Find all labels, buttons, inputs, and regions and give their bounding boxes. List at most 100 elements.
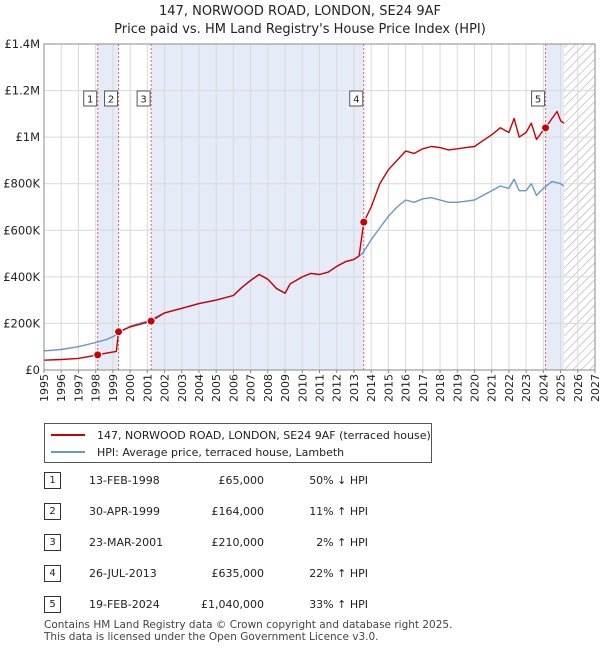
sale-label-number: 5 <box>535 95 541 106</box>
x-tick-label: 1999 <box>107 374 120 402</box>
x-tick-label: 2015 <box>382 374 395 402</box>
sale-point <box>93 350 103 360</box>
x-tick-label: 2021 <box>486 374 499 402</box>
x-tick-label: 2016 <box>400 374 413 402</box>
x-tick-label: 2006 <box>227 374 240 402</box>
row-hpi-relation: 2% ↑ HPI <box>316 536 368 549</box>
table-row: 4 26-JUL-2013 £635,000 22% ↑ HPI <box>44 565 564 583</box>
shaded-periods <box>97 44 595 370</box>
x-tick-label: 2004 <box>193 374 206 402</box>
x-tick-label: 2020 <box>468 374 481 402</box>
row-number-badge: 4 <box>44 565 61 582</box>
legend-entry-hpi: HPI: Average price, terraced house, Lamb… <box>45 444 344 460</box>
shaded-span <box>545 44 565 370</box>
row-date: 19-FEB-2024 <box>89 598 160 611</box>
shaded-span <box>151 44 364 370</box>
x-tick-label: 2011 <box>314 374 327 402</box>
y-tick-label: £0 <box>25 363 40 377</box>
y-tick-label: £1.2M <box>4 84 40 98</box>
table-row: 3 23-MAR-2001 £210,000 2% ↑ HPI <box>44 534 564 552</box>
legend-swatch-blue <box>51 451 85 453</box>
x-tick-label: 1996 <box>55 374 68 402</box>
sale-label-box <box>531 90 546 107</box>
row-number-badge: 1 <box>44 472 61 489</box>
sale-label-number: 2 <box>108 95 114 106</box>
y-tick-label: £1M <box>15 130 40 144</box>
legend-label-property: 147, NORWOOD ROAD, LONDON, SE24 9AF (ter… <box>97 428 431 442</box>
x-tick-label: 2007 <box>245 374 258 402</box>
forecast-hatch <box>564 44 595 370</box>
footer-notice: Contains HM Land Registry data © Crown c… <box>44 619 452 643</box>
footer-line-copyright: Contains HM Land Registry data © Crown c… <box>44 619 453 631</box>
sale-label-number: 4 <box>353 95 359 106</box>
sale-label-number: 1 <box>87 95 93 106</box>
row-hpi-relation: 50% ↓ HPI <box>309 474 368 487</box>
series-line-property <box>44 110 565 361</box>
row-price: £210,000 <box>211 536 265 549</box>
x-tick-label: 2008 <box>262 374 275 402</box>
row-date: 30-APR-1999 <box>89 505 161 518</box>
x-tick-label: 2027 <box>589 374 600 402</box>
row-hpi-relation: 11% ↑ HPI <box>309 505 368 518</box>
row-date: 26-JUL-2013 <box>89 567 157 580</box>
x-tick-label: 1997 <box>72 374 85 402</box>
row-price: £164,000 <box>211 505 265 518</box>
y-tick-label: £200K <box>3 316 40 330</box>
x-tick-label: 2003 <box>176 374 189 402</box>
x-tick-label: 2026 <box>572 374 585 402</box>
x-tick-label: 2025 <box>555 374 568 402</box>
legend: 147, NORWOOD ROAD, LONDON, SE24 9AF (ter… <box>44 423 432 463</box>
x-tick-label: 2012 <box>331 374 344 402</box>
x-tick-label: 2000 <box>124 374 137 402</box>
legend-entry-property: 147, NORWOOD ROAD, LONDON, SE24 9AF (ter… <box>45 427 431 443</box>
x-tick-label: 1995 <box>38 374 51 402</box>
x-tick-label: 2001 <box>141 374 154 402</box>
price-chart: 1 2 3 4 5 £0 £200K £400K £600K £800K £1M £1.2M £1.4… <box>3 37 600 402</box>
legend-label-hpi: HPI: Average price, terraced house, Lamb… <box>97 445 345 459</box>
sale-label-box <box>136 90 151 107</box>
series-lines <box>44 110 565 361</box>
sale-label-box <box>349 90 364 107</box>
legend-swatch-red <box>51 434 85 436</box>
sale-label-box <box>83 90 98 107</box>
chart-title: 147, NORWOOD ROAD, LONDON, SE24 9AF <box>159 4 441 19</box>
sale-labels: 1 2 3 4 5 <box>83 90 546 107</box>
row-price: £65,000 <box>218 474 265 487</box>
x-tick-label: 2024 <box>537 374 550 402</box>
table-row: 2 30-APR-1999 £164,000 11% ↑ HPI <box>44 503 564 521</box>
row-number-badge: 3 <box>44 534 61 551</box>
x-tick-label: 2023 <box>520 374 533 402</box>
x-tick-label: 2009 <box>279 374 292 402</box>
footer-line-license: This data is licensed under the Open Gov… <box>44 631 379 643</box>
y-tick-label: £600K <box>3 223 40 237</box>
x-tick-label: 2014 <box>365 374 378 402</box>
x-tick-label: 2017 <box>417 374 430 402</box>
x-tick-label: 2013 <box>348 374 361 402</box>
sale-point <box>541 123 551 133</box>
x-tick-label: 2018 <box>434 374 447 402</box>
table-row: 5 19-FEB-2024 £1,040,000 33% ↑ HPI <box>44 596 564 614</box>
x-tick-label: 1998 <box>90 374 103 402</box>
sale-point <box>114 327 124 337</box>
sale-points <box>93 123 551 360</box>
sale-point <box>359 217 369 227</box>
grid <box>43 43 596 371</box>
row-number-badge: 2 <box>44 503 61 520</box>
row-date: 23-MAR-2001 <box>89 536 164 549</box>
x-tick-label: 2019 <box>451 374 464 402</box>
row-date: 13-FEB-1998 <box>89 474 160 487</box>
y-tick-label: £1.4M <box>4 37 40 51</box>
row-price: £635,000 <box>211 567 265 580</box>
row-hpi-relation: 33% ↑ HPI <box>309 598 368 611</box>
chart-subtitle: Price paid vs. HM Land Registry's House … <box>114 22 486 37</box>
y-tick-label: £400K <box>3 270 40 284</box>
x-tick-label: 2022 <box>503 374 516 402</box>
row-price: £1,040,000 <box>201 598 264 611</box>
x-tick-label: 2010 <box>296 374 309 402</box>
y-tick-label: £800K <box>3 177 40 191</box>
x-tick-label: 2005 <box>210 374 223 402</box>
sale-label-box <box>104 90 119 107</box>
axes: £0 £200K £400K £600K £800K £1M £1.2M £1.4M 1995 1… <box>3 37 600 402</box>
sale-point <box>146 316 156 326</box>
sale-label-number: 3 <box>140 95 146 106</box>
